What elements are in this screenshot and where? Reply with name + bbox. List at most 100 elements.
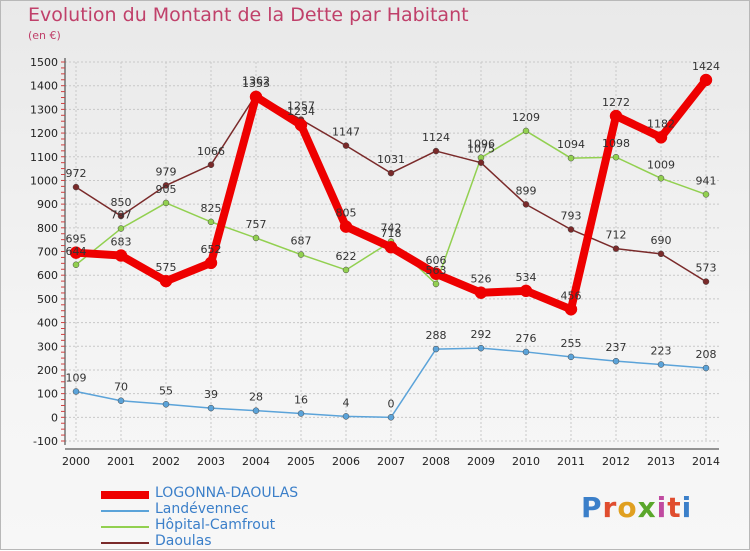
data-point-landevennec [432, 345, 440, 353]
data-label-landevennec: 39 [204, 388, 218, 401]
proxiti-logo: Proxiti [581, 491, 692, 524]
data-point-logonna-daoulas [384, 240, 398, 254]
data-label-landevennec: 276 [516, 332, 537, 345]
data-point-landevennec [702, 364, 710, 372]
data-point-logonna-daoulas [654, 131, 668, 144]
y-tick-label: -100 [33, 435, 58, 448]
data-point-logonna-daoulas [339, 220, 353, 233]
data-label-daoulas: 1031 [377, 153, 405, 166]
data-point-landevennec [162, 401, 170, 408]
data-point-hopital-camfrout [432, 280, 440, 288]
data-label-hopital-camfrout: 941 [696, 174, 717, 187]
data-point-hopital-camfrout [252, 234, 260, 242]
logo-letter: P [581, 491, 603, 524]
x-tick-label: 2001 [107, 455, 135, 468]
logo-letter: x [637, 491, 657, 524]
data-label-daoulas: 712 [606, 229, 627, 242]
y-tick-label: 1300 [30, 103, 58, 116]
data-label-daoulas: 1147 [332, 126, 360, 139]
data-label-landevennec: 16 [294, 394, 308, 407]
data-label-logonna-daoulas: 1234 [287, 105, 315, 118]
data-label-hopital-camfrout: 797 [111, 209, 132, 222]
data-point-logonna-daoulas [249, 90, 263, 104]
data-point-hopital-camfrout [117, 225, 125, 232]
data-label-logonna-daoulas: 456 [561, 289, 582, 302]
data-label-logonna-daoulas: 606 [426, 254, 447, 267]
data-point-hopital-camfrout [342, 266, 350, 274]
data-label-logonna-daoulas: 718 [381, 227, 402, 240]
x-tick-label: 2004 [242, 455, 270, 468]
x-tick-label: 2006 [332, 455, 360, 468]
data-point-hopital-camfrout [207, 218, 215, 226]
data-label-daoulas: 979 [156, 165, 177, 178]
data-point-logonna-daoulas [474, 286, 488, 299]
data-point-landevennec [207, 404, 215, 412]
data-label-landevennec: 292 [471, 328, 492, 341]
legend-label-daoulas: Daoulas [155, 533, 212, 549]
data-label-logonna-daoulas: 534 [516, 271, 537, 284]
data-label-daoulas: 573 [696, 262, 717, 275]
logo-letter: o [617, 491, 638, 524]
data-label-daoulas: 690 [651, 234, 672, 247]
data-label-hopital-camfrout: 687 [291, 235, 312, 248]
data-point-landevennec [522, 348, 530, 356]
data-label-landevennec: 55 [159, 384, 173, 397]
x-tick-label: 2009 [467, 455, 495, 468]
data-point-landevennec [387, 414, 395, 421]
legend-swatch-landevennec [101, 510, 149, 512]
legend-label-hopital-camfrout: Hôpital-Camfrout [155, 517, 276, 533]
legend-swatch-daoulas [101, 542, 149, 544]
data-label-hopital-camfrout: 905 [156, 183, 177, 196]
data-label-landevennec: 28 [249, 391, 263, 404]
data-label-landevennec: 255 [561, 337, 582, 350]
data-label-daoulas: 1124 [422, 131, 450, 144]
data-point-hopital-camfrout [72, 261, 80, 269]
logo-letter: i [656, 491, 668, 524]
data-point-daoulas [207, 161, 215, 169]
y-tick-label: 1200 [30, 127, 58, 140]
data-labels: 109 70 55 39 28 16 4 0 288 292 276 255 237 223 208 644 7… [66, 60, 721, 410]
x-tick-label: 2008 [422, 455, 450, 468]
data-label-hopital-camfrout: 1094 [557, 138, 585, 151]
y-tick-label: 0 [51, 411, 58, 424]
data-point-hopital-camfrout [297, 251, 305, 258]
data-point-hopital-camfrout [522, 127, 530, 135]
data-point-logonna-daoulas [114, 249, 128, 262]
data-label-hopital-camfrout: 563 [426, 264, 447, 277]
data-label-logonna-daoulas: 526 [471, 273, 492, 286]
y-tick-label: 400 [37, 317, 58, 330]
data-point-logonna-daoulas [204, 256, 218, 270]
data-point-hopital-camfrout [702, 191, 710, 198]
legend-label-landevennec: Landévennec [155, 501, 249, 517]
data-label-landevennec: 237 [606, 341, 627, 354]
data-label-hopital-camfrout: 644 [66, 245, 87, 258]
x-tick-label: 2011 [557, 455, 585, 468]
data-label-landevennec: 223 [651, 344, 672, 357]
axes: -100010020030040050060070080090010001100… [30, 56, 720, 468]
data-point-daoulas [72, 183, 80, 191]
data-point-logonna-daoulas [159, 274, 173, 288]
y-tick-label: 300 [37, 340, 58, 353]
data-point-landevennec [612, 357, 620, 365]
data-label-hopital-camfrout: 1209 [512, 111, 540, 124]
data-label-logonna-daoulas: 652 [201, 243, 222, 256]
data-label-logonna-daoulas: 1353 [242, 77, 270, 90]
data-label-logonna-daoulas: 695 [66, 233, 87, 246]
y-tick-label: 1400 [30, 80, 58, 93]
y-tick-label: 800 [37, 222, 58, 235]
data-label-daoulas: 899 [516, 184, 537, 197]
data-point-landevennec [342, 413, 350, 420]
x-tick-label: 2010 [512, 455, 540, 468]
data-point-hopital-camfrout [567, 154, 575, 162]
legend-label-logonna-daoulas: LOGONNA-DAOULAS [155, 485, 299, 501]
data-label-hopital-camfrout: 622 [336, 250, 357, 263]
data-label-hopital-camfrout: 1009 [647, 158, 675, 171]
data-label-daoulas: 1362 [242, 75, 270, 88]
x-tick-label: 2007 [377, 455, 405, 468]
data-label-logonna-daoulas: 1272 [602, 96, 630, 109]
logo-letter: t [667, 491, 682, 524]
data-label-logonna-daoulas: 575 [156, 261, 177, 274]
legend-swatch-logonna-daoulas [101, 491, 149, 499]
data-point-landevennec [117, 397, 125, 404]
